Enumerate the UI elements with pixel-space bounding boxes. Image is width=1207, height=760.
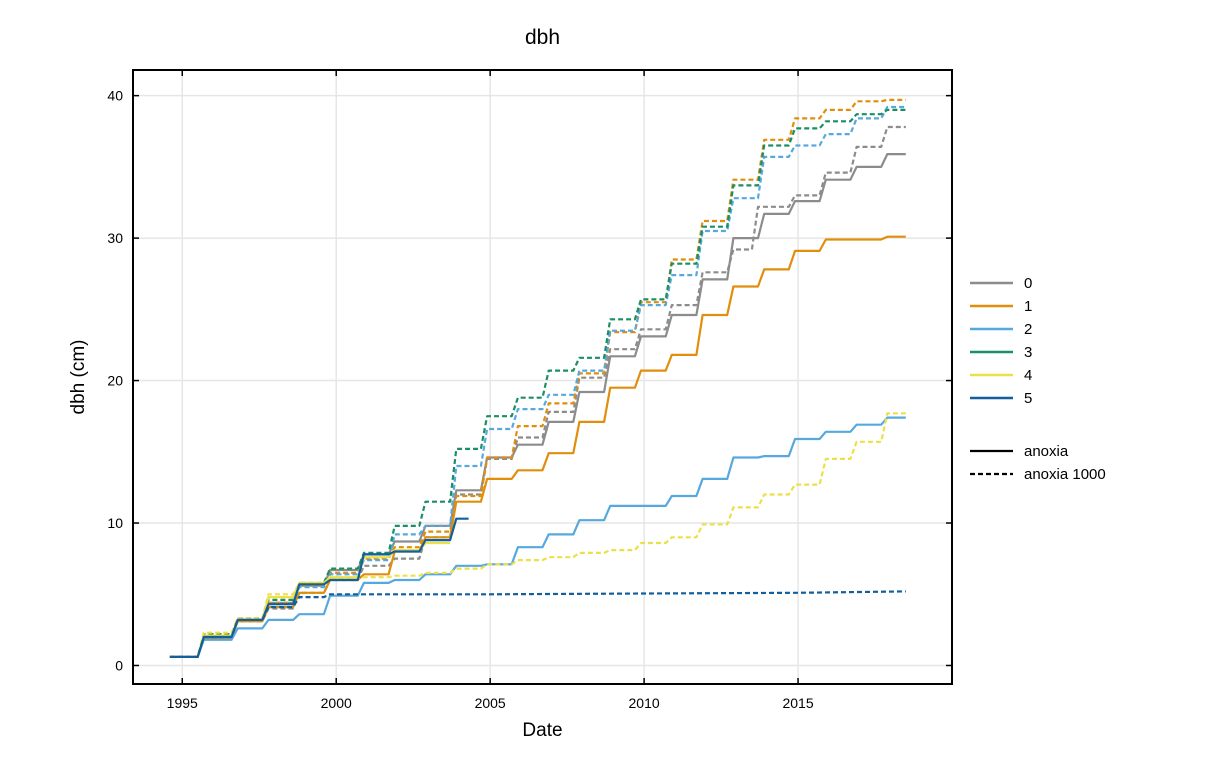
series-line-1-solid <box>169 235 906 659</box>
series-line-2-solid <box>169 416 906 659</box>
series-line-0-solid <box>169 153 906 659</box>
chart-title: dbh <box>525 26 560 49</box>
series-line-3-dashed <box>169 108 906 659</box>
legend-label-5: 5 <box>1024 390 1032 407</box>
x-tick-label: 1995 <box>167 695 198 711</box>
series-line-2-dashed <box>169 105 906 659</box>
y-tick-label: 20 <box>107 373 123 389</box>
grid-layer <box>133 70 952 684</box>
x-tick-label: 2000 <box>321 695 352 711</box>
legend-label-3: 3 <box>1024 344 1032 361</box>
y-axis-title: dbh (cm) <box>68 340 89 415</box>
legend-label-1: 1 <box>1024 298 1032 315</box>
legend-label-4: 4 <box>1024 367 1032 384</box>
y-tick-label: 40 <box>107 88 123 104</box>
x-tick-label: 2005 <box>475 695 506 711</box>
series-line-1-dashed <box>169 98 906 659</box>
legend-label-2: 2 <box>1024 321 1032 338</box>
plot-frame <box>132 69 953 685</box>
series-line-0-dashed <box>169 125 906 659</box>
x-tick-label: 2010 <box>629 695 660 711</box>
legend-label-0: 0 <box>1024 275 1032 292</box>
y-tick-label: 10 <box>107 515 123 531</box>
series-layer <box>169 98 906 659</box>
legend-style-label: anoxia <box>1024 443 1069 460</box>
legend: 0 1 2 3 4 5 anoxia anoxia 1000 <box>970 275 1106 483</box>
x-tick-label: 2015 <box>782 695 813 711</box>
x-axis-title: Date <box>522 720 562 741</box>
legend-style-label: anoxia 1000 <box>1024 466 1106 483</box>
series-line-5-solid <box>169 517 469 659</box>
y-tick-label: 0 <box>115 657 123 673</box>
series-line-5-dashed <box>169 590 906 659</box>
tick-layer: 1995 2000 2005 2010 2015 0 10 20 30 40 <box>107 70 952 711</box>
y-tick-label: 30 <box>107 230 123 246</box>
